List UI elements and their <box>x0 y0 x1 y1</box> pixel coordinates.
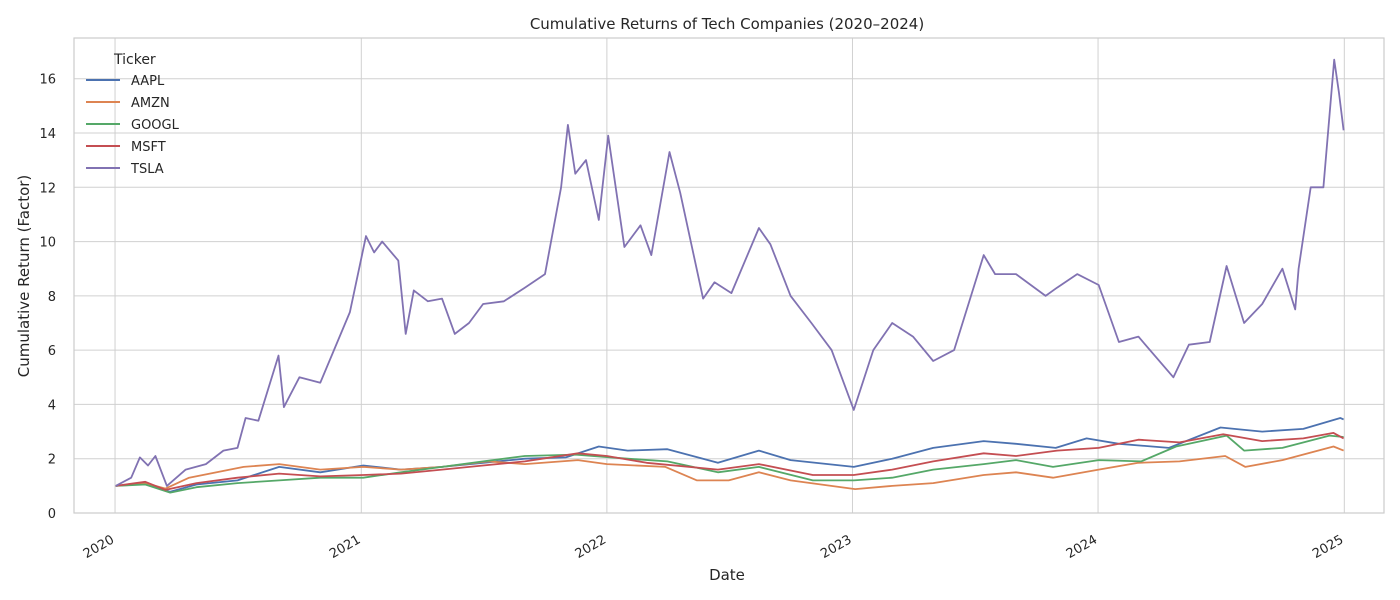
y-tick-label: 14 <box>39 127 56 142</box>
legend-label-msft: MSFT <box>131 140 166 155</box>
x-tick-label: 2022 <box>573 532 609 562</box>
grid <box>74 38 1384 514</box>
y-tick-label: 10 <box>39 236 56 251</box>
y-tick-label: 12 <box>39 181 56 196</box>
legend-label-amzn: AMZN <box>131 96 170 111</box>
legend-label-googl: GOOGL <box>131 118 180 133</box>
y-tick-label: 4 <box>48 398 56 413</box>
y-tick-label: 0 <box>48 507 56 522</box>
x-tick-label: 2024 <box>1064 532 1100 562</box>
series-line-aapl <box>115 417 1344 493</box>
x-tick-label: 2020 <box>81 532 117 562</box>
y-tick-label: 8 <box>48 290 56 305</box>
series-line-googl <box>115 434 1344 494</box>
legend: Ticker AAPL AMZN GOOGL MSFT TSLA <box>86 52 180 177</box>
series-lines <box>115 58 1345 494</box>
series-line-msft <box>115 432 1345 491</box>
x-tick-label: 2025 <box>1310 532 1346 562</box>
x-tick-label: 2023 <box>818 532 854 562</box>
x-tick-label: 2021 <box>327 532 363 562</box>
plot-frame <box>73 37 1385 514</box>
legend-label-tsla: TSLA <box>130 162 164 177</box>
legend-label-aapl: AAPL <box>131 74 165 89</box>
plot-area <box>74 38 1384 513</box>
series-line-tsla <box>115 58 1345 487</box>
x-axis-label: Date <box>709 566 745 584</box>
series-line-amzn <box>115 445 1344 490</box>
y-tick-label: 2 <box>48 453 56 468</box>
y-tick-label: 6 <box>48 344 56 359</box>
legend-title: Ticker <box>113 52 156 68</box>
chart-title: Cumulative Returns of Tech Companies (20… <box>530 15 924 33</box>
y-tick-label: 16 <box>39 73 56 88</box>
y-axis-label: Cumulative Return (Factor) <box>15 175 33 378</box>
